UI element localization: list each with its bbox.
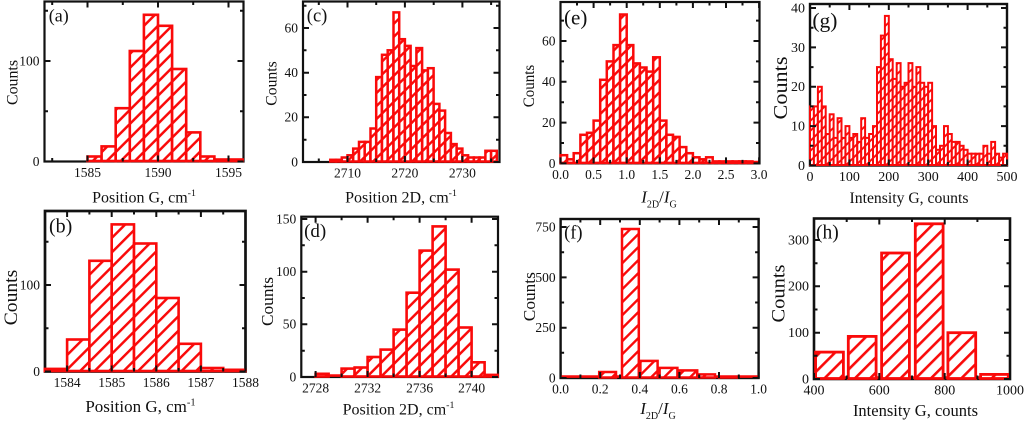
svg-text:200: 200 xyxy=(878,170,899,185)
svg-text:Counts: Counts xyxy=(5,60,22,105)
svg-text:I2D/IG: I2D/IG xyxy=(639,399,676,422)
svg-text:(b): (b) xyxy=(49,215,72,237)
svg-text:0: 0 xyxy=(549,370,556,385)
svg-text:0: 0 xyxy=(290,369,297,384)
svg-text:100: 100 xyxy=(839,170,860,185)
svg-text:1000: 1000 xyxy=(996,384,1024,399)
svg-text:2730: 2730 xyxy=(449,166,476,181)
svg-text:0: 0 xyxy=(798,159,805,174)
svg-text:Position G, cm-1: Position G, cm-1 xyxy=(85,397,195,416)
svg-text:250: 250 xyxy=(535,320,556,335)
svg-text:Position 2D, cm-1: Position 2D, cm-1 xyxy=(343,400,455,419)
svg-text:100: 100 xyxy=(276,264,297,279)
svg-text:Counts: Counts xyxy=(521,65,538,108)
svg-text:1590: 1590 xyxy=(145,165,172,180)
svg-text:0.2: 0.2 xyxy=(592,382,609,397)
svg-text:60: 60 xyxy=(542,33,556,48)
svg-text:Counts: Counts xyxy=(258,277,277,326)
svg-text:100: 100 xyxy=(19,53,40,68)
svg-text:2.5: 2.5 xyxy=(718,167,735,182)
svg-text:30: 30 xyxy=(791,41,805,56)
svg-text:Intensity G, counts: Intensity G, counts xyxy=(850,190,969,207)
svg-text:20: 20 xyxy=(791,80,805,95)
svg-text:Position G, cm-1: Position G, cm-1 xyxy=(92,188,196,207)
svg-text:(a): (a) xyxy=(49,5,69,26)
svg-text:150: 150 xyxy=(276,211,297,226)
svg-text:1595: 1595 xyxy=(215,165,242,180)
svg-text:0: 0 xyxy=(549,156,556,171)
svg-text:1.0: 1.0 xyxy=(618,167,635,182)
svg-text:2710: 2710 xyxy=(334,166,361,181)
svg-text:1586: 1586 xyxy=(143,375,170,390)
svg-text:(c): (c) xyxy=(307,6,328,26)
svg-text:(e): (e) xyxy=(564,6,587,30)
svg-text:0: 0 xyxy=(807,170,814,185)
svg-text:1.0: 1.0 xyxy=(750,382,767,397)
svg-text:400: 400 xyxy=(804,384,825,399)
svg-text:Counts: Counts xyxy=(769,265,790,323)
svg-text:0.4: 0.4 xyxy=(631,382,648,397)
svg-text:20: 20 xyxy=(285,110,299,125)
svg-text:600: 600 xyxy=(869,384,890,399)
svg-text:1585: 1585 xyxy=(74,165,101,180)
svg-text:0.5: 0.5 xyxy=(585,167,602,182)
svg-text:2736: 2736 xyxy=(406,381,433,396)
svg-text:Intensity G, counts: Intensity G, counts xyxy=(853,401,978,420)
svg-text:0.0: 0.0 xyxy=(552,382,569,397)
svg-text:2732: 2732 xyxy=(354,381,381,396)
svg-text:0.0: 0.0 xyxy=(552,167,569,182)
svg-text:400: 400 xyxy=(957,170,978,185)
svg-text:Counts: Counts xyxy=(2,270,22,326)
svg-text:300: 300 xyxy=(918,170,939,185)
svg-text:10: 10 xyxy=(791,120,805,135)
svg-text:I2D/IG: I2D/IG xyxy=(640,188,677,211)
svg-text:Counts: Counts xyxy=(770,56,792,119)
svg-text:40: 40 xyxy=(285,65,299,80)
svg-text:0: 0 xyxy=(33,364,40,379)
svg-text:(d): (d) xyxy=(304,221,326,242)
svg-text:40: 40 xyxy=(791,1,805,16)
svg-text:2740: 2740 xyxy=(458,381,485,396)
svg-text:500: 500 xyxy=(997,170,1018,185)
svg-text:Counts: Counts xyxy=(264,61,281,106)
svg-text:60: 60 xyxy=(285,20,299,35)
svg-text:0: 0 xyxy=(33,154,40,169)
svg-text:(f): (f) xyxy=(564,224,582,244)
svg-text:200: 200 xyxy=(788,280,809,295)
svg-text:2728: 2728 xyxy=(302,381,329,396)
svg-text:Counts: Counts xyxy=(520,272,539,321)
svg-text:1587: 1587 xyxy=(187,375,214,390)
svg-text:0: 0 xyxy=(291,154,298,169)
svg-text:1588: 1588 xyxy=(232,375,259,390)
svg-text:40: 40 xyxy=(542,74,556,89)
svg-text:1584: 1584 xyxy=(54,375,81,390)
svg-text:1.5: 1.5 xyxy=(651,167,668,182)
svg-text:500: 500 xyxy=(535,270,556,285)
svg-text:2720: 2720 xyxy=(391,166,418,181)
svg-text:750: 750 xyxy=(535,219,556,234)
svg-text:50: 50 xyxy=(283,317,297,332)
svg-text:100: 100 xyxy=(788,326,809,341)
svg-text:2.0: 2.0 xyxy=(684,167,701,182)
svg-text:1585: 1585 xyxy=(98,375,125,390)
svg-text:300: 300 xyxy=(788,233,809,248)
svg-text:3.0: 3.0 xyxy=(751,167,768,182)
svg-text:0.6: 0.6 xyxy=(671,382,688,397)
svg-text:(g): (g) xyxy=(812,8,837,32)
svg-text:100: 100 xyxy=(20,277,41,292)
svg-text:800: 800 xyxy=(934,384,955,399)
svg-text:20: 20 xyxy=(542,115,556,130)
svg-text:Position 2D, cm-1: Position 2D, cm-1 xyxy=(345,188,457,207)
svg-text:(h): (h) xyxy=(816,222,839,243)
svg-text:0.8: 0.8 xyxy=(711,382,728,397)
svg-text:0: 0 xyxy=(802,372,809,387)
